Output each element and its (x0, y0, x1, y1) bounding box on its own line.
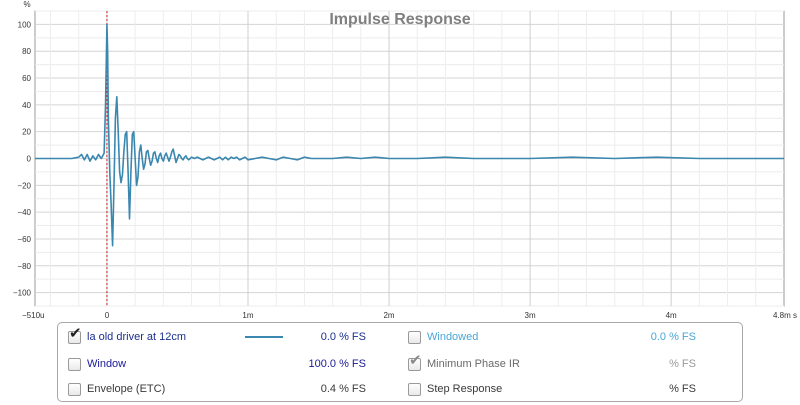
x-tick-label: −510u (22, 311, 44, 320)
envelope-checkbox[interactable] (68, 383, 81, 396)
y-axis: 100 80 60 40 20 0 −20 −40 −60 −80 −100 (13, 20, 32, 297)
y-tick-label: 0 (27, 155, 32, 164)
legend-row-minimum-phase[interactable]: ✔ Minimum Phase IR % FS (408, 353, 698, 374)
impulse-response-chart[interactable]: 100 80 60 40 20 0 −20 −40 −60 −80 −100 −510u 0 1m 2m 3… (0, 0, 800, 320)
y-tick-label: −40 (17, 208, 31, 217)
series-swatch (245, 336, 283, 338)
window-value: 100.0 % FS (308, 358, 366, 370)
windowed-checkbox[interactable] (408, 331, 421, 344)
window-checkbox[interactable] (68, 358, 81, 371)
minimum-phase-checkbox[interactable]: ✔ (408, 353, 422, 371)
y-tick-label: 20 (22, 128, 31, 137)
x-tick-label: 4.8m s (773, 311, 797, 320)
windowed-label: Windowed (427, 331, 479, 343)
checkmark-icon: ✔ (409, 352, 422, 369)
windowed-value: 0.0 % FS (650, 331, 696, 343)
y-tick-label: −80 (17, 262, 31, 271)
y-tick-label: −60 (17, 235, 31, 244)
minimum-phase-label: Minimum Phase IR (427, 358, 520, 370)
series-line-la-old-driver (35, 23, 784, 247)
y-tick-label: 80 (22, 47, 31, 56)
y-tick-label: 60 (22, 74, 31, 83)
legend-panel: ✔ la old driver at 12cm 0.0 % FS Window … (57, 322, 743, 402)
legend-row-windowed[interactable]: Windowed 0.0 % FS (408, 327, 698, 347)
legend-row-step-response[interactable]: Step Response % FS (408, 379, 698, 399)
envelope-label: Envelope (ETC) (87, 383, 166, 395)
y-tick-label: 100 (18, 20, 32, 29)
legend-row-measurement[interactable]: ✔ la old driver at 12cm 0.0 % FS (68, 326, 366, 347)
checkmark-icon: ✔ (69, 325, 82, 342)
chart-title: Impulse Response (329, 11, 470, 28)
step-response-label: Step Response (427, 383, 503, 395)
y-tick-label: −20 (17, 181, 31, 190)
y-tick-label: −100 (13, 289, 32, 298)
step-response-checkbox[interactable] (408, 383, 421, 396)
x-tick-label: 4m (666, 311, 677, 320)
y-unit-label: % (23, 0, 30, 9)
measurement-label: la old driver at 12cm (87, 331, 187, 343)
x-tick-label: 1m (242, 311, 253, 320)
x-tick-label: 3m (525, 311, 536, 320)
x-axis: −510u 0 1m 2m 3m 4m 4.8m s (22, 311, 797, 320)
measurement-checkbox[interactable]: ✔ (68, 326, 82, 344)
x-tick-label: 0 (105, 311, 110, 320)
legend-row-envelope[interactable]: Envelope (ETC) 0.4 % FS (68, 379, 366, 399)
envelope-value: 0.4 % FS (320, 383, 366, 395)
legend-row-window[interactable]: Window 100.0 % FS (68, 354, 366, 374)
step-response-value: % FS (669, 383, 696, 395)
measurement-value: 0.0 % FS (320, 331, 366, 343)
x-tick-label: 2m (383, 311, 394, 320)
minimum-phase-value: % FS (669, 358, 696, 370)
window-label: Window (87, 358, 127, 370)
y-tick-label: 40 (22, 101, 31, 110)
